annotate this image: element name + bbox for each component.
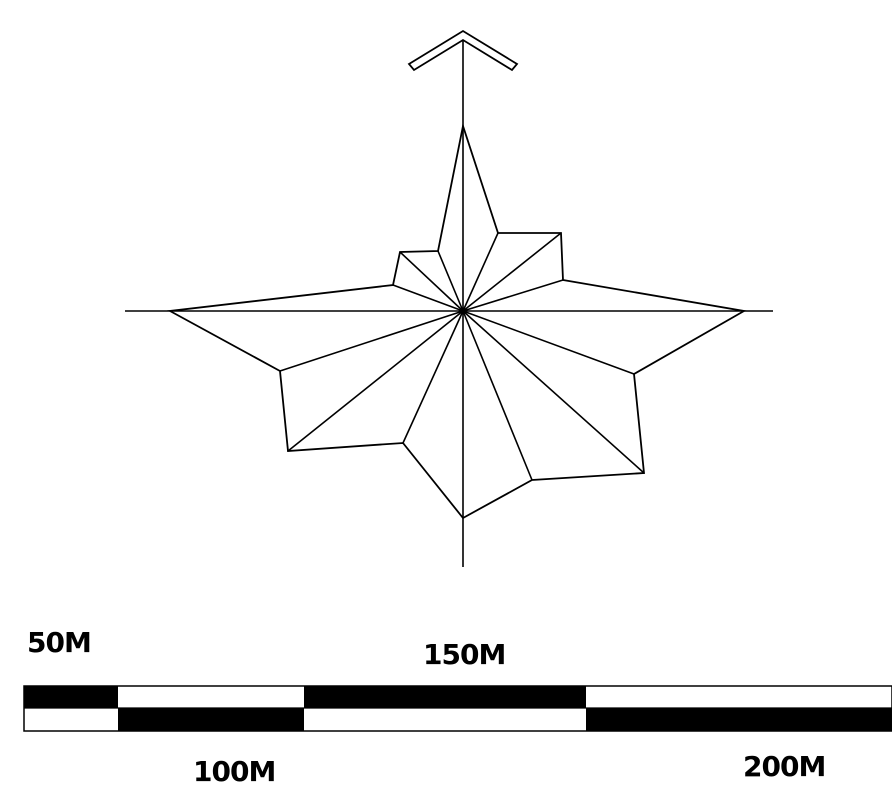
scale-segment <box>304 686 586 708</box>
scale-segment <box>118 708 304 731</box>
scale-segment <box>24 686 118 708</box>
scale-label-150m: 150M <box>423 638 506 671</box>
scale-label-100m: 100M <box>193 755 276 788</box>
scale-label-50m: 50M <box>27 626 92 659</box>
scale-label-200m: 200M <box>743 750 826 783</box>
north-arrow-icon <box>407 29 519 72</box>
scale-bar <box>23 685 892 732</box>
rose-outline <box>167 122 747 520</box>
scale-segment <box>586 708 892 731</box>
rose-spokes <box>279 232 645 481</box>
